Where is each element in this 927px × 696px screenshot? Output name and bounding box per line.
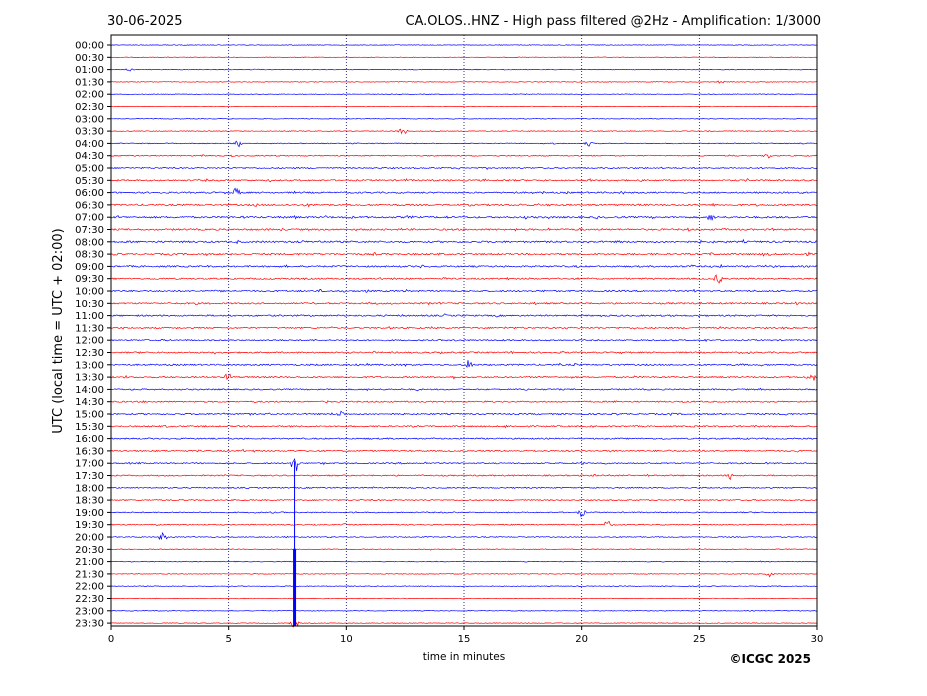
trace-row (110, 585, 818, 588)
y-tick-label: 18:30 (75, 496, 104, 507)
y-tick-label: 22:30 (75, 594, 104, 605)
y-tick-label: 01:00 (75, 65, 104, 76)
trace-row (110, 486, 818, 490)
trace-row (110, 313, 818, 318)
y-tick-label: 06:30 (75, 200, 104, 211)
x-tick-label: 5 (225, 634, 231, 645)
x-tick-label: 0 (108, 634, 114, 645)
trace-row (110, 326, 818, 330)
y-tick-label: 02:00 (75, 90, 104, 101)
trace-row (110, 338, 818, 342)
trace-row (111, 560, 818, 563)
trace-row (110, 548, 818, 551)
y-tick-label: 20:00 (75, 533, 104, 544)
trace-row (110, 202, 818, 208)
y-tick-label: 06:00 (75, 188, 104, 199)
date-label: 30-06-2025 (107, 14, 183, 29)
y-tick-label: 02:30 (75, 102, 104, 113)
y-tick-label: 17:00 (75, 459, 104, 470)
trace-row (110, 437, 818, 441)
trace-row (110, 473, 818, 481)
trace-row (110, 301, 818, 306)
y-tick-label: 07:00 (75, 213, 104, 224)
x-tick-label: 10 (340, 634, 353, 645)
y-tick-label: 16:30 (75, 446, 104, 457)
y-tick-label: 17:30 (75, 471, 104, 482)
y-tick-label: 13:00 (75, 360, 104, 371)
y-tick-label: 23:00 (75, 606, 104, 617)
y-tick-label: 19:00 (75, 508, 104, 519)
trace-row (110, 617, 818, 628)
y-tick-label: 05:00 (75, 164, 104, 175)
y-tick-label: 03:30 (75, 127, 104, 138)
x-axis-ticks: 0 5 10 15 20 25 30 (108, 626, 824, 645)
y-tick-label: 08:30 (75, 250, 104, 261)
x-tick-label: 30 (811, 634, 824, 645)
y-tick-label: 09:00 (75, 262, 104, 273)
disturbance-block (293, 549, 297, 626)
y-tick-label: 11:00 (75, 311, 104, 322)
y-tick-label: 00:30 (75, 53, 104, 64)
y-tick-label: 21:00 (75, 557, 104, 568)
y-tick-label: 18:00 (75, 483, 104, 494)
y-tick-label: 10:30 (75, 299, 104, 310)
trace-row (110, 609, 817, 612)
y-tick-label: 05:30 (75, 176, 104, 187)
y-tick-label: 04:00 (75, 139, 104, 150)
y-tick-label: 15:00 (75, 410, 104, 421)
trace-row (110, 80, 818, 84)
y-tick-label: 20:30 (75, 545, 104, 556)
trace-row (110, 56, 818, 59)
trace-row (110, 44, 818, 46)
y-tick-label: 00:00 (75, 41, 104, 52)
trace-row (110, 187, 818, 195)
y-tick-label: 21:30 (75, 569, 104, 580)
y-tick-label: 12:00 (75, 336, 104, 347)
trace-row (110, 178, 818, 183)
y-tick-label: 14:00 (75, 385, 104, 396)
y-tick-label: 16:00 (75, 434, 104, 445)
y-tick-label: 19:30 (75, 520, 104, 531)
y-tick-label: 15:30 (75, 422, 104, 433)
x-axis-label: time in minutes (423, 651, 505, 663)
copyright-label: ©ICGC 2025 (729, 652, 811, 666)
trace-row (110, 597, 818, 600)
y-axis-label: UTC (local time = UTC + 02:00) (51, 228, 66, 433)
y-tick-label: 10:00 (75, 287, 104, 298)
trace-row (110, 93, 817, 96)
y-tick-label: 07:30 (75, 225, 104, 236)
trace-row (110, 215, 818, 221)
y-tick-label: 03:00 (75, 114, 104, 125)
y-tick-label: 12:30 (75, 348, 104, 359)
y-tick-label: 04:30 (75, 151, 104, 162)
y-tick-label: 23:30 (75, 619, 104, 630)
x-tick-label: 20 (575, 634, 588, 645)
chart-title: CA.OLOS..HNZ - High pass filtered @2Hz -… (405, 14, 821, 29)
x-tick-label: 25 (693, 634, 706, 645)
trace-row (110, 227, 818, 232)
y-tick-label: 22:00 (75, 582, 104, 593)
y-tick-label: 11:30 (75, 323, 104, 334)
y-tick-label: 09:30 (75, 274, 104, 285)
x-tick-label: 15 (458, 634, 471, 645)
trace-row (110, 448, 818, 453)
y-tick-label: 08:00 (75, 237, 104, 248)
trace-row (110, 68, 818, 72)
y-tick-label: 13:30 (75, 373, 104, 384)
trace-row (110, 350, 818, 355)
trace-row (110, 572, 818, 578)
minute-gridlines (228, 35, 700, 626)
trace-row (111, 105, 818, 108)
y-tick-label: 14:30 (75, 397, 104, 408)
y-tick-label: 01:30 (75, 77, 104, 88)
plot-frame (110, 34, 818, 627)
trace-row (110, 457, 817, 471)
